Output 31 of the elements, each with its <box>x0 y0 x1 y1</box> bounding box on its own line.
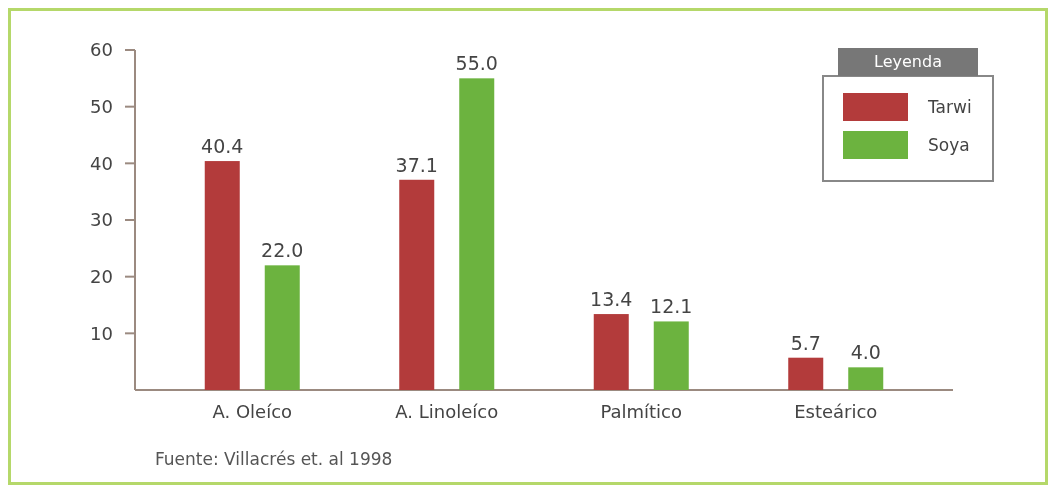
data-label: 5.7 <box>790 331 821 354</box>
bar <box>848 367 884 390</box>
bar <box>264 265 300 390</box>
data-label: 13.4 <box>590 288 633 311</box>
bar <box>593 314 629 390</box>
y-tick-label: 10 <box>90 322 113 344</box>
x-tick-label: A. Oleíco <box>212 401 293 422</box>
data-label: 37.1 <box>395 153 438 176</box>
legend-label: Soya <box>928 134 970 155</box>
bar <box>459 78 495 390</box>
x-tick-label: Esteárico <box>794 401 878 422</box>
y-tick-label: 60 <box>90 39 113 61</box>
legend-title: Leyenda <box>874 52 942 71</box>
y-tick-label: 20 <box>90 265 113 287</box>
legend-header: Leyenda <box>838 48 978 76</box>
y-tick-label: 30 <box>90 209 113 231</box>
bar <box>399 179 435 390</box>
y-tick-label: 50 <box>90 95 113 117</box>
data-label: 55.0 <box>455 52 498 75</box>
bar <box>653 321 689 390</box>
x-tick-label: A. Linoleíco <box>395 401 499 422</box>
data-label: 12.1 <box>650 295 693 318</box>
bar <box>788 357 824 390</box>
data-label: 40.4 <box>201 135 244 158</box>
legend-label: Tarwi <box>927 96 972 117</box>
source-note: Fuente: Villacrés et. al 1998 <box>155 449 393 469</box>
bar <box>204 161 240 390</box>
x-tick-label: Palmítico <box>600 401 683 422</box>
data-label: 4.0 <box>850 341 881 364</box>
data-label: 22.0 <box>261 239 304 262</box>
y-tick-label: 40 <box>90 152 113 174</box>
